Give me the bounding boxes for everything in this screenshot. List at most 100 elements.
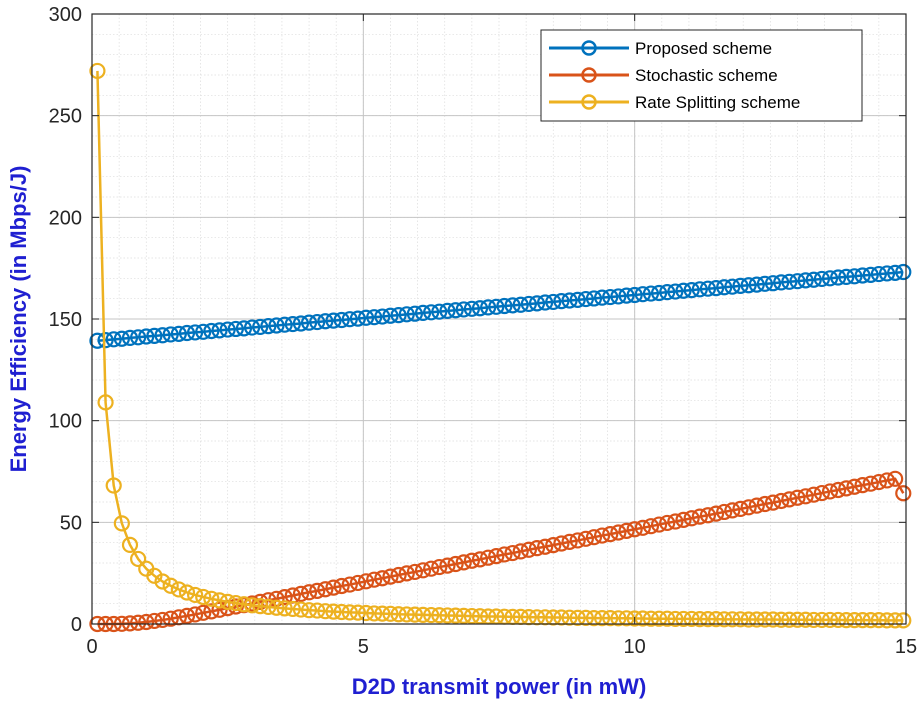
data-point-stochastic-scheme (496, 546, 513, 563)
data-point-rate-splitting-scheme (781, 611, 798, 628)
data-point-proposed-scheme (154, 327, 171, 344)
data-point-proposed-scheme (756, 275, 774, 292)
data-point-proposed-scheme (781, 273, 798, 290)
data-point-rate-splitting-scheme (455, 607, 472, 624)
data-point-proposed-scheme (317, 313, 334, 330)
data-point-rate-splitting-scheme (227, 594, 244, 612)
series-line-rate-splitting-scheme (96, 70, 904, 622)
data-point-rate-splitting-scheme (390, 606, 407, 623)
data-point-proposed-scheme (260, 318, 277, 335)
data-point-proposed-scheme (227, 320, 244, 338)
data-point-stochastic-scheme (585, 529, 603, 546)
data-point-rate-splitting-scheme (659, 610, 676, 627)
data-point-stochastic-scheme (455, 554, 472, 571)
data-point-rate-splitting-scheme (667, 610, 684, 628)
y-tick-label: 150 (49, 309, 82, 331)
data-point-stochastic-scheme (813, 484, 830, 502)
data-point-proposed-scheme (162, 326, 179, 343)
data-point-stochastic-scheme (439, 557, 456, 574)
data-point-proposed-scheme (439, 302, 456, 319)
legend-marker-rate-splitting (581, 94, 597, 110)
data-point-stochastic-scheme (781, 491, 798, 508)
legend: Proposed scheme Stochastic scheme Rate S… (540, 29, 863, 122)
data-point-proposed-scheme (626, 286, 643, 304)
data-point-rate-splitting-scheme (113, 515, 130, 532)
data-point-proposed-scheme (846, 268, 863, 285)
data-point-rate-splitting-scheme (797, 611, 814, 628)
data-point-rate-splitting-scheme (439, 607, 456, 624)
data-point-rate-splitting-scheme (854, 612, 871, 629)
data-point-proposed-scheme (357, 309, 375, 326)
data-point-proposed-scheme (203, 322, 220, 340)
data-point-proposed-scheme (618, 287, 635, 304)
data-point-rate-splitting-scheme (602, 609, 619, 627)
data-point-proposed-scheme (243, 319, 261, 336)
data-point-stochastic-scheme (707, 505, 725, 522)
data-point-proposed-scheme (195, 323, 212, 340)
data-point-stochastic-scheme (121, 615, 139, 632)
y-tick-label: 200 (49, 207, 82, 229)
data-point-proposed-scheme (121, 329, 139, 347)
data-point-rate-splitting-scheme (447, 607, 464, 624)
data-point-rate-splitting-scheme (178, 584, 196, 601)
data-point-rate-splitting-scheme (121, 536, 139, 554)
data-point-proposed-scheme (276, 316, 293, 333)
data-point-stochastic-scheme (577, 530, 594, 547)
data-point-stochastic-scheme (300, 584, 318, 601)
data-point-proposed-scheme (504, 297, 521, 314)
data-point-rate-splitting-scheme (813, 611, 830, 629)
data-point-stochastic-scheme (309, 582, 326, 599)
legend-item-stochastic: Stochastic scheme (549, 66, 778, 85)
data-point-rate-splitting-scheme (97, 394, 114, 411)
data-point-rate-splitting-scheme (154, 573, 171, 590)
y-tick-label: 250 (49, 106, 82, 128)
series-stochastic-scheme (89, 470, 912, 633)
data-point-proposed-scheme (471, 300, 489, 317)
data-point-stochastic-scheme (333, 577, 350, 595)
data-point-rate-splitting-scheme (699, 611, 717, 628)
data-point-proposed-scheme (406, 305, 423, 322)
data-point-proposed-scheme (838, 268, 855, 286)
data-point-rate-splitting-scheme (610, 610, 627, 627)
data-point-proposed-scheme (561, 292, 578, 309)
data-point-stochastic-scheme (423, 560, 440, 577)
data-point-rate-splitting-scheme (235, 596, 253, 613)
legend-label-proposed: Proposed scheme (635, 39, 772, 58)
data-point-proposed-scheme (455, 301, 472, 318)
data-point-rate-splitting-scheme (284, 600, 301, 618)
data-point-proposed-scheme (130, 329, 147, 346)
data-point-stochastic-scheme (667, 513, 684, 530)
data-point-proposed-scheme (602, 288, 619, 306)
y-tick-label: 0 (71, 614, 82, 636)
data-point-stochastic-scheme (138, 613, 155, 631)
data-point-rate-splitting-scheme (773, 611, 790, 628)
data-point-proposed-scheme (789, 273, 806, 290)
data-point-proposed-scheme (748, 276, 765, 293)
data-point-rate-splitting-scheme (398, 606, 415, 623)
data-point-rate-splitting-scheme (732, 611, 749, 628)
data-point-stochastic-scheme (740, 499, 757, 516)
data-point-stochastic-scheme (683, 510, 700, 527)
data-point-proposed-scheme (146, 327, 163, 344)
data-point-proposed-scheme (366, 309, 383, 326)
data-point-proposed-scheme (683, 282, 700, 299)
axis-ticks (91, 13, 907, 625)
data-point-rate-splitting-scheme (561, 609, 578, 626)
series-rate-splitting-scheme (89, 62, 912, 629)
data-point-rate-splitting-scheme (585, 609, 603, 627)
data-point-stochastic-scheme (317, 581, 334, 598)
data-point-proposed-scheme (309, 313, 326, 331)
data-point-proposed-scheme (585, 290, 603, 307)
data-point-stochastic-scheme (431, 558, 448, 576)
data-point-rate-splitting-scheme (292, 601, 310, 618)
data-point-proposed-scheme (431, 303, 448, 320)
data-point-rate-splitting-scheme (146, 567, 163, 584)
data-point-proposed-scheme (349, 310, 367, 327)
data-point-rate-splitting-scheme (374, 605, 391, 622)
data-point-rate-splitting-scheme (300, 602, 318, 619)
data-point-stochastic-scheme (854, 477, 871, 494)
data-point-stochastic-scheme (512, 543, 529, 560)
data-point-rate-splitting-scheme (317, 603, 334, 620)
data-point-proposed-scheme (716, 279, 733, 296)
data-point-rate-splitting-scheme (187, 586, 204, 604)
